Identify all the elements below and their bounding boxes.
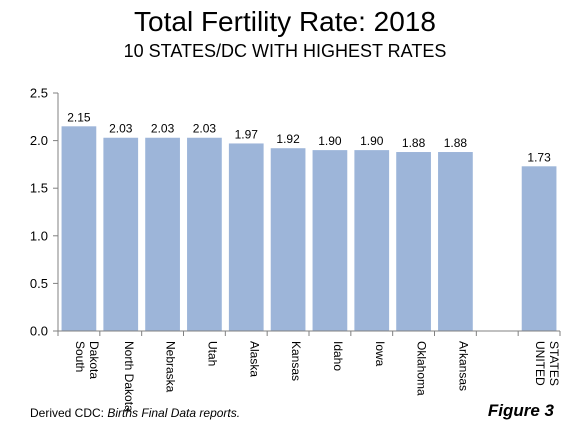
chart-subtitle: 10 STATES/DC WITH HIGHEST RATES (123, 41, 447, 61)
bar (103, 137, 139, 331)
x-category-label: North Dakota (122, 341, 136, 412)
y-tick-label: 2.0 (30, 133, 48, 148)
bar-value-label: 1.73 (527, 150, 551, 164)
bar (521, 166, 557, 331)
bar-value-label: 1.90 (360, 134, 384, 148)
x-category-label: UNITED (533, 341, 547, 386)
x-category-label: Alaska (247, 341, 261, 377)
x-category-label: Iowa (373, 341, 387, 367)
bar (145, 137, 180, 331)
bar-value-label: 1.92 (276, 132, 300, 146)
source-prefix: Derived CDC: (30, 406, 108, 420)
x-category-label: Kansas (289, 341, 303, 381)
figure-label: Figure 3 (487, 401, 554, 420)
value-labels: 2.15 2.03 2.03 2.03 1.97 1.92 1.90 1.90 1.88 1.88… (67, 110, 551, 164)
y-tick-label: 0.0 (30, 324, 48, 339)
y-tick-label: 1.0 (30, 228, 48, 243)
bar (228, 143, 264, 331)
bar-value-label: 1.88 (444, 136, 468, 150)
bar (354, 150, 390, 331)
x-category-label: South (73, 341, 87, 372)
bar (270, 148, 306, 331)
bar-value-label: 2.03 (193, 122, 217, 136)
bars (61, 126, 557, 331)
x-axis: South Dakota North Dakota Nebraska Utah Alask… (57, 330, 561, 412)
source-title: Births Final Data reports. (107, 406, 241, 420)
bar-value-label: 1.90 (318, 134, 342, 148)
x-category-label: Idaho (331, 341, 345, 371)
bar-value-label: 1.97 (235, 127, 259, 141)
x-category-label: STATES (547, 341, 561, 386)
bar (61, 126, 97, 331)
bar-value-label: 2.03 (109, 122, 133, 136)
y-tick-label: 1.5 (30, 181, 48, 196)
bar-value-label: 1.88 (402, 136, 426, 150)
x-category-label: Dakota (87, 341, 101, 379)
bar (438, 152, 473, 331)
y-tick-label: 2.5 (30, 86, 48, 101)
chart-title: Total Fertility Rate: 2018 (134, 6, 436, 37)
x-category-label: Oklahoma (415, 341, 429, 396)
x-category-label: Utah (205, 341, 219, 366)
y-tick-label: 0.5 (30, 276, 48, 291)
y-axis: 0.0 0.5 1.0 1.5 2.0 2.5 (30, 86, 59, 339)
bar (396, 152, 431, 331)
bar-value-label: 2.03 (151, 122, 175, 136)
x-category-label: Arkansas (456, 341, 470, 391)
bar (187, 137, 222, 331)
x-category-label: Nebraska (164, 341, 178, 393)
bar-value-label: 2.15 (67, 110, 91, 124)
source-note: Derived CDC: Births Final Data reports. (30, 406, 240, 420)
bar (312, 150, 348, 331)
